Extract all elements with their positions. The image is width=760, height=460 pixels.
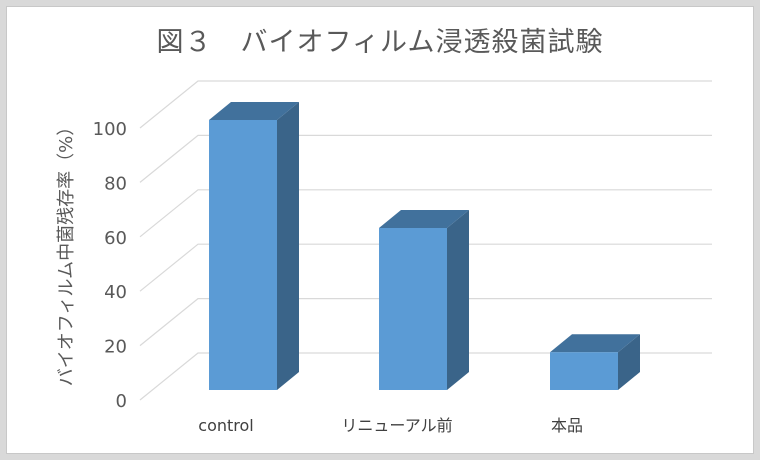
bar-top: [209, 102, 299, 120]
bar-top: [550, 334, 640, 353]
gridline: [139, 298, 712, 347]
y-tick-label: 60: [104, 228, 127, 249]
y-tick-label: 20: [104, 337, 127, 358]
bar-front: [550, 352, 618, 390]
y-tick-label: 0: [116, 391, 127, 412]
gridline: [139, 80, 712, 129]
bar-front: [209, 120, 277, 390]
bar-side: [447, 210, 469, 390]
gridline: [139, 352, 712, 401]
x-category-label: control: [198, 416, 253, 435]
bar-side: [277, 102, 299, 390]
bar: [550, 334, 640, 390]
gridline: [139, 189, 712, 238]
bar-top: [379, 210, 469, 228]
gridline: [139, 134, 712, 183]
chart-title: 図３ バイオフィルム浸透殺菌試験: [156, 27, 604, 58]
y-axis-label: バイオフィルム中菌残存率（%）: [56, 118, 77, 386]
x-category-label: 本品: [551, 416, 583, 435]
y-tick-label: 100: [93, 119, 127, 140]
y-tick-label: 80: [104, 173, 127, 194]
y-tick-label: 40: [104, 282, 127, 303]
bar-front: [379, 228, 447, 390]
bar: [379, 210, 469, 390]
bar-side: [618, 334, 640, 390]
bar: [209, 102, 299, 390]
x-category-label: リニューアル前: [341, 416, 452, 435]
gridline: [139, 243, 712, 292]
